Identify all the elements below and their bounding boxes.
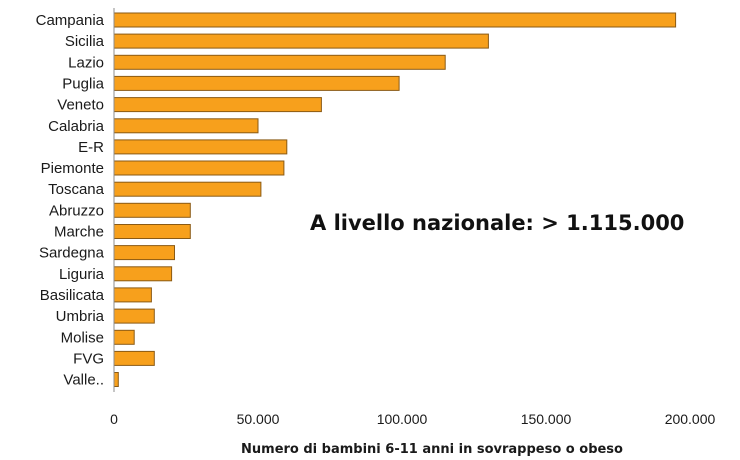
bar-umbria bbox=[113, 308, 155, 324]
bar-marche bbox=[113, 224, 191, 239]
bar-campania bbox=[113, 12, 677, 28]
bar-calabria bbox=[113, 118, 259, 134]
category-label-lazio: Lazio bbox=[68, 54, 104, 71]
bar-valle bbox=[113, 372, 119, 387]
category-label-e-r: E-R bbox=[78, 139, 104, 156]
category-label-basilicata: Basilicata bbox=[40, 287, 105, 304]
category-labels: Campania Sicilia Lazio Puglia Veneto Calabria… bbox=[36, 12, 105, 389]
category-label-abruzzo: Abruzzo bbox=[49, 202, 104, 219]
category-label-umbria: Umbria bbox=[56, 308, 105, 325]
bar-basilicata bbox=[113, 287, 152, 303]
x-tick-label-0: 0 bbox=[110, 411, 118, 427]
category-label-molise: Molise bbox=[61, 329, 104, 346]
category-label-toscana: Toscana bbox=[48, 181, 105, 198]
bar-puglia bbox=[113, 75, 400, 91]
bar-toscana bbox=[113, 181, 262, 197]
x-axis-title: Numero di bambini 6-11 anni in sovrappes… bbox=[241, 442, 623, 457]
bar-lazio bbox=[113, 54, 446, 70]
category-label-campania: Campania bbox=[36, 12, 105, 29]
category-label-marche: Marche bbox=[54, 224, 104, 241]
category-label-liguria: Liguria bbox=[59, 266, 105, 283]
x-tick-label-1: 50.000 bbox=[237, 411, 280, 427]
category-label-piemonte: Piemonte bbox=[41, 160, 104, 177]
x-tick-labels: 0 50.000 100.000 150.000 200.000 bbox=[110, 411, 715, 427]
category-label-valle: Valle.. bbox=[63, 372, 104, 389]
category-label-puglia: Puglia bbox=[62, 75, 104, 92]
bar-veneto bbox=[113, 97, 322, 113]
category-label-calabria: Calabria bbox=[48, 118, 105, 135]
x-tick-label-3: 150.000 bbox=[521, 411, 572, 427]
category-label-sardegna: Sardegna bbox=[39, 245, 105, 262]
national-total-annotation: A livello nazionale: > 1.115.000 bbox=[310, 211, 684, 235]
bar-molise bbox=[113, 329, 135, 345]
category-label-sicilia: Sicilia bbox=[65, 33, 105, 50]
bar-e-r bbox=[113, 139, 288, 155]
x-tick-label-2: 100.000 bbox=[377, 411, 428, 427]
x-tick-label-4: 200.000 bbox=[665, 411, 716, 427]
category-label-veneto: Veneto bbox=[57, 97, 104, 114]
bar-liguria bbox=[113, 266, 173, 282]
bar-abruzzo bbox=[113, 202, 191, 218]
bar-piemonte bbox=[113, 160, 285, 176]
bar-sicilia bbox=[113, 33, 489, 49]
bar-fvg bbox=[113, 350, 155, 366]
category-label-fvg: FVG bbox=[73, 350, 104, 367]
bar-sardegna bbox=[113, 245, 175, 261]
bars-group bbox=[113, 12, 677, 387]
